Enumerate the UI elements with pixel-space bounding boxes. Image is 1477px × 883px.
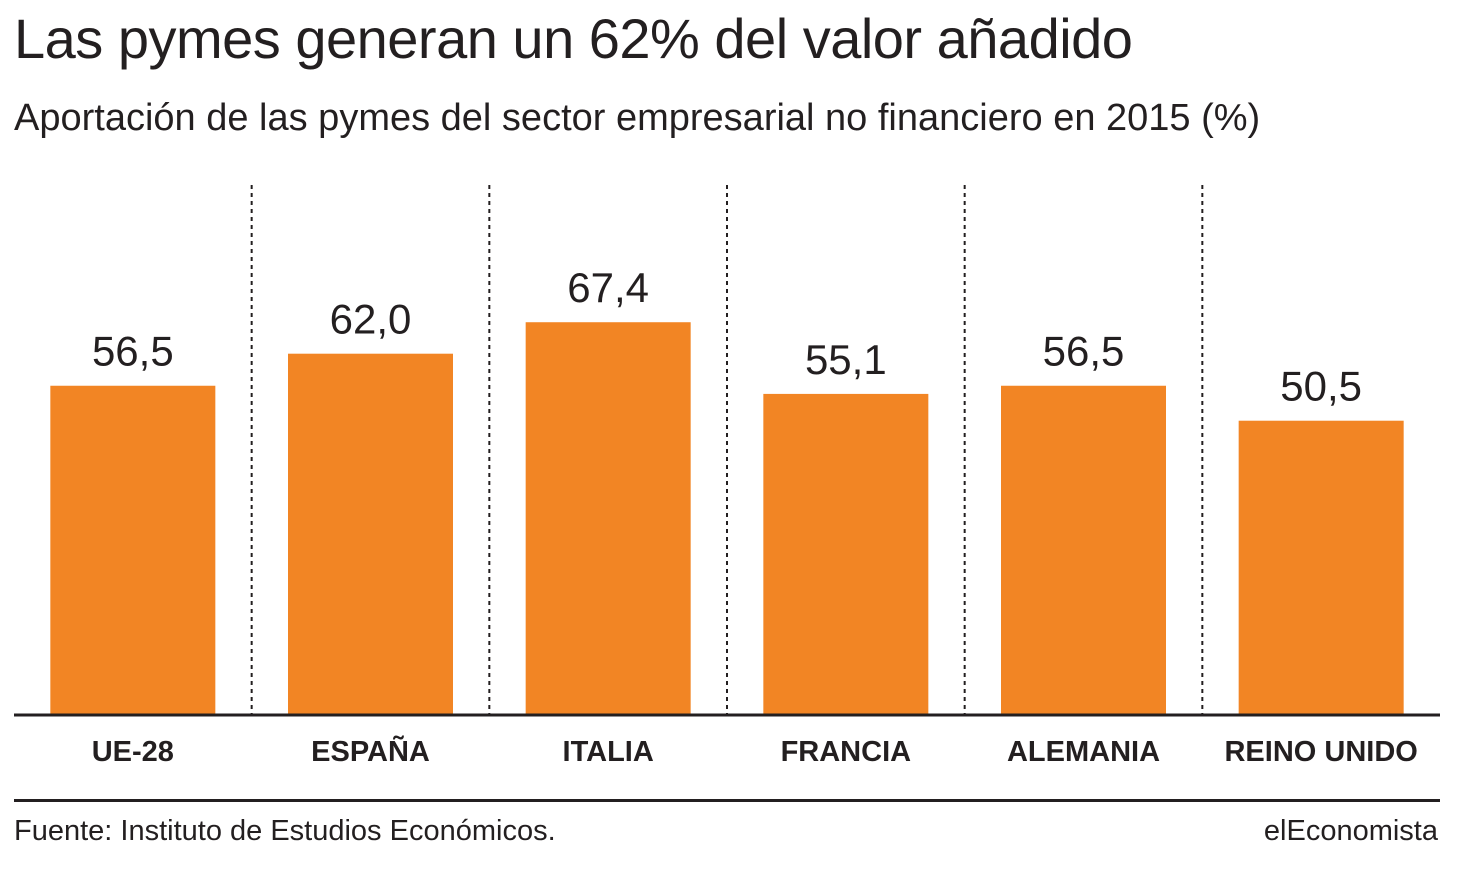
bars-group [50,322,1404,715]
value-labels-group: 56,5 62,0 67,4 55,1 56,5 50,5 [92,264,1362,409]
category-dividers [250,185,1204,715]
chart-title: Las pymes generan un 62% del valor añadi… [14,7,1133,70]
footer-divider [14,799,1440,802]
chart-subtitle: Aportación de las pymes del sector empre… [14,97,1261,139]
category-label: FRANCIA [781,736,912,768]
bar-reino-unido [1238,420,1404,715]
category-label: REINO UNIDO [1224,736,1417,768]
value-label: 56,5 [1043,328,1125,375]
value-label: 56,5 [92,328,174,375]
bar-chart: 56,5 62,0 67,4 55,1 56,5 50,5 UE-28 ESPAÑA ITAL… [14,185,1440,768]
bar-francia [763,393,929,715]
value-label: 55,1 [805,336,887,383]
value-label: 62,0 [330,296,412,343]
value-label: 50,5 [1280,363,1362,410]
bar-españa [288,353,453,715]
brand-logo-text: elEconomista [1263,815,1438,847]
category-label: UE-28 [92,736,174,768]
bar-italia [525,322,691,715]
source-note: Fuente: Instituto de Estudios Económicos… [14,815,556,847]
bar-ue-28 [50,385,216,715]
category-label: ALEMANIA [1007,736,1160,768]
category-label: ITALIA [563,736,654,768]
value-label: 67,4 [567,264,649,311]
category-labels-group: UE-28 ESPAÑA ITALIA FRANCIA ALEMANIA REINO UN… [92,734,1418,768]
bar-alemania [1001,385,1166,715]
category-label: ESPAÑA [311,734,430,768]
